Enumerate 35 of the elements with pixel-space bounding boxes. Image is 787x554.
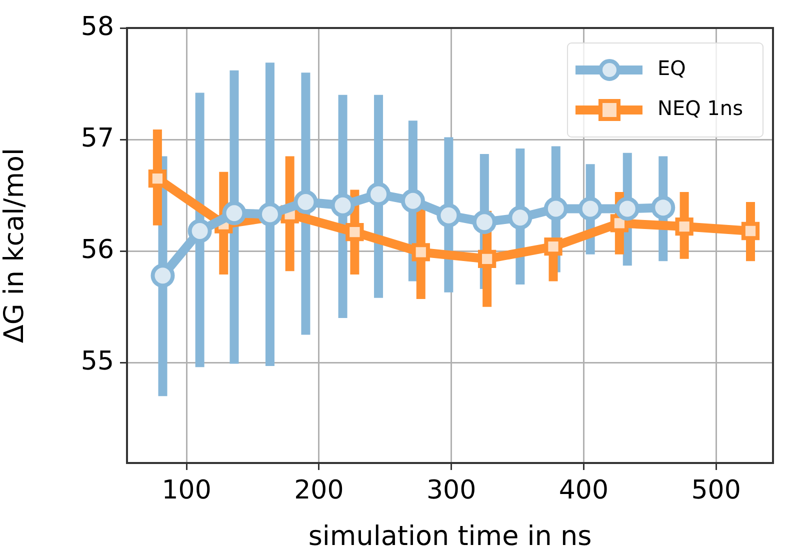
y-tick-label: 55 <box>80 346 114 376</box>
point <box>366 182 391 206</box>
x-tick-label: 300 <box>426 475 476 506</box>
point <box>330 193 355 218</box>
point <box>675 217 694 236</box>
x-tick-label: 400 <box>558 475 609 506</box>
y-axis-title: ΔG in kcal/mol <box>0 148 30 344</box>
legend-label: EQ <box>657 56 686 80</box>
point <box>508 206 532 230</box>
point <box>578 196 602 221</box>
point <box>478 250 496 268</box>
point <box>472 210 496 234</box>
point <box>544 196 568 221</box>
y-tick-label: 58 <box>80 12 114 42</box>
point <box>258 202 282 226</box>
y-tick-label: 57 <box>80 123 114 154</box>
point <box>400 188 425 213</box>
point <box>222 201 246 226</box>
point <box>346 223 364 242</box>
point <box>412 243 430 262</box>
x-tick-label: 500 <box>691 475 741 506</box>
legend-label: NEQ 1ns <box>657 96 744 120</box>
x-tick-label: 100 <box>162 475 212 506</box>
x-axis-title: simulation time in ns <box>308 520 592 552</box>
point <box>651 196 676 220</box>
y-tick-label: 56 <box>80 234 114 265</box>
point <box>150 264 175 288</box>
x-tick-label: 200 <box>294 475 344 506</box>
point <box>436 203 461 228</box>
point <box>544 238 562 256</box>
point <box>294 190 318 214</box>
point <box>615 196 640 221</box>
point <box>148 170 167 188</box>
point <box>741 222 760 240</box>
point <box>188 219 212 243</box>
